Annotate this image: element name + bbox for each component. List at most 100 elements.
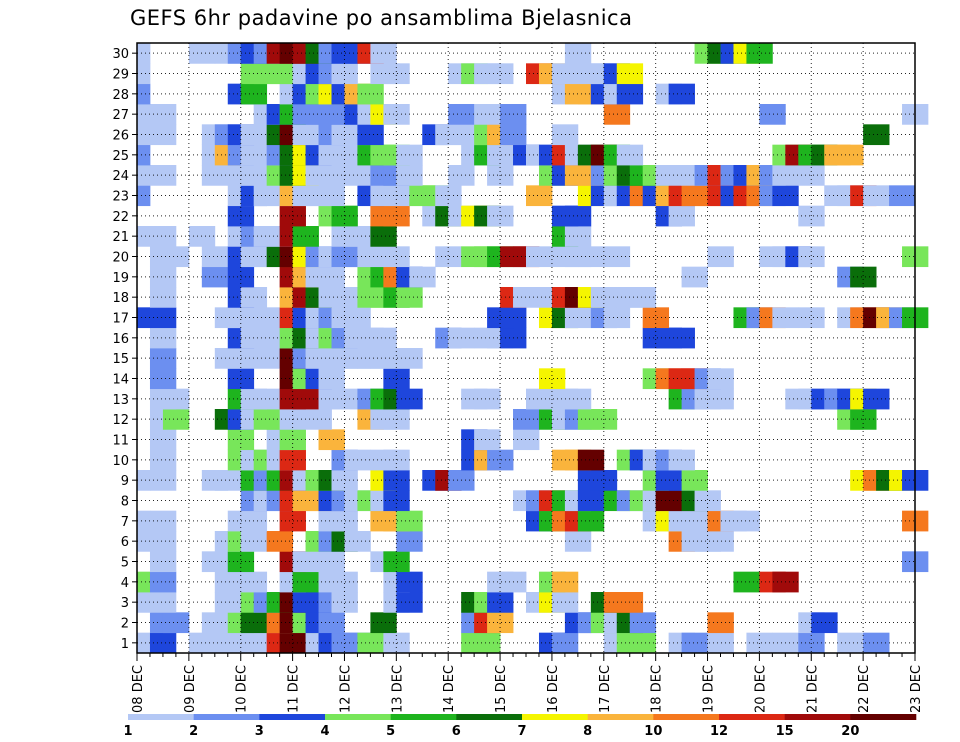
heatmap-cell [149,348,177,369]
y-tick-label: 2 [121,617,129,632]
heatmap-cell [642,307,670,329]
heatmap-cell [707,368,734,390]
x-tick-label: 20 DEC [753,665,768,713]
heatmap-cell [850,266,877,288]
y-tick-label: 21 [112,230,129,245]
x-tick-label: 13 DEC [390,665,405,713]
colorbar-swatch [390,714,457,720]
heatmap-cell [137,470,151,491]
heatmap-cell [370,226,397,247]
colorbar-swatch [653,714,720,720]
heatmap-cell [733,510,760,532]
heatmap-cell [149,470,177,491]
heatmap-cell [137,63,151,85]
y-tick-label: 19 [112,271,129,286]
heatmap-cell [137,571,151,593]
heatmap-cell [214,470,242,491]
colorbar-swatch [587,714,654,720]
x-tick-label: 23 DEC [909,665,924,713]
colorbar-swatch [850,714,917,720]
y-tick-label: 8 [121,495,129,510]
colorbar-label: 4 [320,724,329,739]
heatmap-cell [383,490,410,512]
heatmap-cell [564,43,592,64]
heatmap-cell [137,307,151,329]
heatmap-cell [811,612,838,634]
heatmap-cell [370,43,397,64]
colorbar: 1 2 3 4 5 6 7 8 10 12 15 20 [123,714,917,739]
heatmap-cell [266,531,293,552]
y-tick-label: 10 [112,454,129,469]
heatmap-cell [863,124,890,146]
heatmap-cell [694,490,721,512]
y-tick-label: 3 [121,596,129,611]
y-tick-label: 27 [112,108,129,123]
heatmap-cell [383,551,410,573]
heatmap-cell [564,307,592,329]
heatmap-cell [383,368,410,390]
colorbar-label: 1 [123,724,132,739]
heatmap-cell [149,632,177,654]
heatmap-cell [137,592,151,613]
heatmap-cell [149,266,177,288]
x-tick-label: 10 DEC [235,665,250,713]
heatmap-cell [383,104,410,125]
heatmap-cell [629,612,657,634]
colorbar-swatch [784,714,851,720]
colorbar-label: 2 [189,724,198,739]
heatmap-cell [538,368,566,390]
heatmap-cell [383,246,410,268]
y-tick-label: 29 [112,68,129,83]
heatmap-cell [279,205,306,227]
heatmap-cell [577,246,605,268]
y-tick-label: 28 [112,88,129,103]
y-tick-label: 17 [112,312,129,327]
heatmap-cell [149,592,177,613]
heatmap-cell [629,287,657,308]
heatmap-cell [149,571,177,593]
heatmap-cell [149,307,177,329]
heatmap-cell [603,246,631,268]
heatmap-cell [318,287,345,308]
heatmap-cell [487,63,514,85]
heatmap-cell [149,287,177,308]
heatmap-cell [564,531,592,552]
heatmap-cell [137,144,151,166]
heatmap-cell [383,470,410,491]
heatmap-cell [733,571,760,593]
heatmap-cell [798,307,825,329]
heatmap-cell [526,246,553,268]
x-tick-label: 18 DEC [650,665,665,713]
x-tick-label: 22 DEC [857,665,872,713]
colorbar-label: 10 [644,724,662,739]
heatmap-cell [227,368,255,390]
heatmap-cell [357,124,384,146]
heatmap-cell [331,470,358,491]
colorbar-label: 6 [452,724,461,739]
colorbar-label: 3 [255,724,264,739]
heatmap-cell [655,165,682,186]
heatmap-cell [383,449,410,471]
heatmap-cell [863,388,890,410]
colorbar-label: 20 [841,724,859,739]
heatmap-cell [681,470,708,491]
heatmap-cell [798,246,825,268]
heatmap-cell [149,429,177,451]
colorbar-label: 8 [583,724,592,739]
heatmap-cell [305,409,332,430]
chart-title: GEFS 6hr padavine po ansamblima Bjelasni… [130,6,633,30]
heatmap-cell [707,632,734,654]
heatmap-cell [370,327,397,349]
heatmap-cell [201,165,229,186]
heatmap-cell [201,551,229,573]
heatmap-cell [137,165,151,186]
heatmap-cell [863,632,890,654]
heatmap-cell [149,551,177,573]
heatmap-cell [526,185,553,207]
y-tick-label: 13 [112,393,129,408]
y-tick-label: 26 [112,129,129,144]
heatmap-cell [357,246,384,268]
heatmap-cell [409,266,436,288]
heatmap-cell [603,307,631,329]
heatmap-cell [279,449,306,471]
